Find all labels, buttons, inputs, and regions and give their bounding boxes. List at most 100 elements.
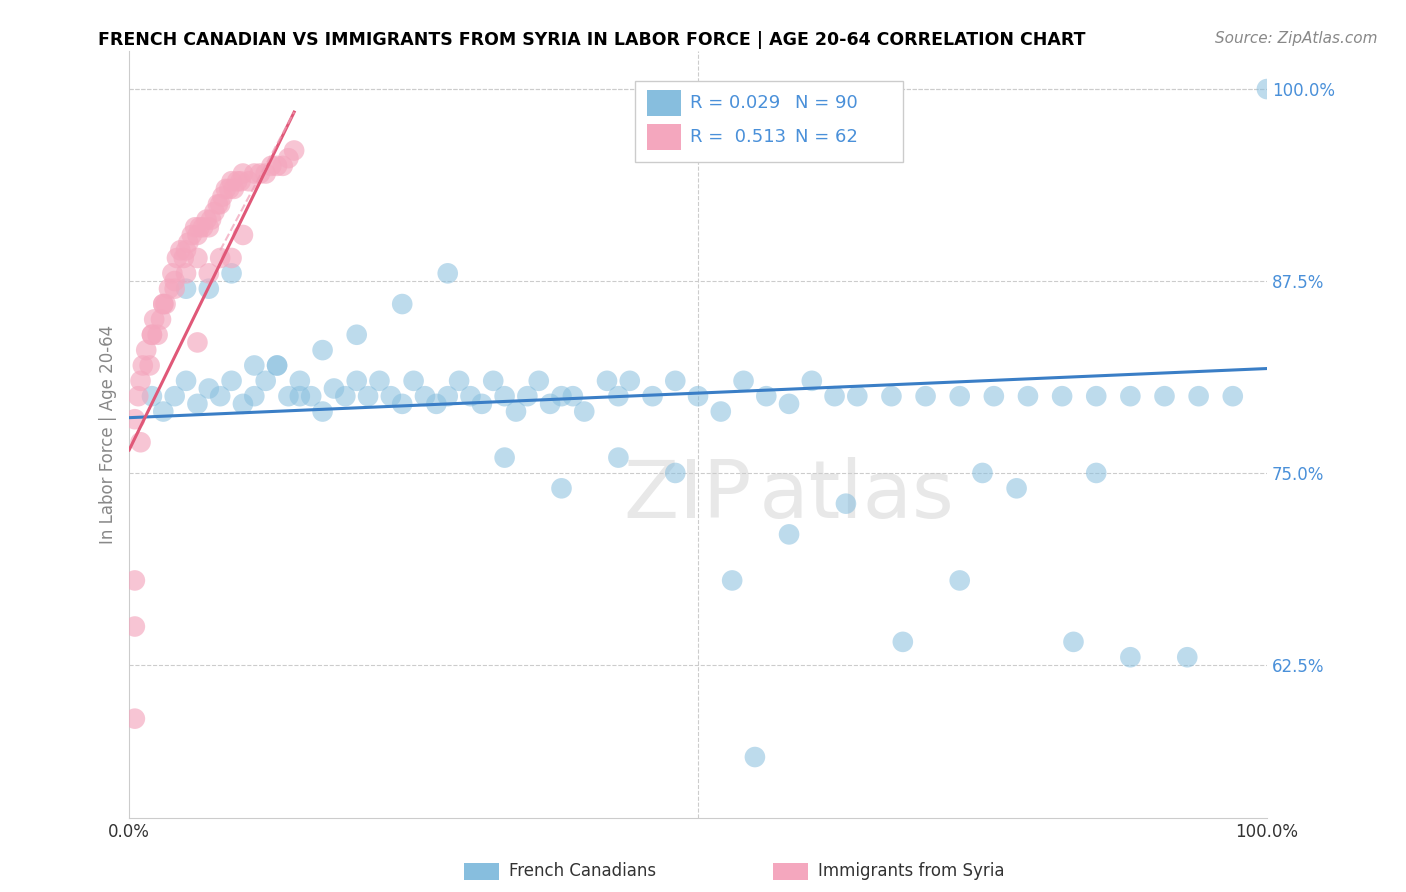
Point [299,389,322,403]
Text: French Canadians: French Canadians [509,863,657,880]
Point [266,359,288,373]
Point [368,374,391,388]
Point [733,374,755,388]
Point [346,327,368,342]
Point [271,159,294,173]
Point [243,167,266,181]
Text: N = 90: N = 90 [794,94,858,112]
Point [1188,389,1211,403]
Text: N = 62: N = 62 [794,128,858,146]
Point [198,220,221,235]
Point [755,389,778,403]
Point [191,220,214,235]
Point [846,389,869,403]
Point [218,182,240,196]
Point [1119,389,1142,403]
Point [380,389,402,403]
Point [209,389,232,403]
Point [664,466,686,480]
Point [346,374,368,388]
Point [143,312,166,326]
Point [1256,82,1278,96]
Point [232,167,254,181]
Point [288,389,311,403]
Point [157,282,180,296]
Point [800,374,823,388]
Point [778,397,800,411]
Point [129,435,152,450]
Point [494,389,516,403]
Point [174,244,197,258]
Point [229,174,252,188]
Point [561,389,583,403]
Point [949,574,972,588]
Point [221,251,243,265]
Point [619,374,641,388]
Point [174,266,197,280]
Point [335,389,357,403]
Point [173,251,195,265]
Text: Source: ZipAtlas.com: Source: ZipAtlas.com [1215,31,1378,46]
Point [260,159,283,173]
Point [357,389,380,403]
Point [471,397,494,411]
Point [150,312,173,326]
Point [184,220,207,235]
Point [162,266,184,280]
Point [221,266,243,280]
Point [402,374,425,388]
Point [238,174,260,188]
Point [221,374,243,388]
Text: Immigrants from Syria: Immigrants from Syria [818,863,1005,880]
Point [949,389,972,403]
Point [243,359,266,373]
Point [124,619,146,633]
Point [277,389,299,403]
Point [186,227,208,242]
Point [835,497,858,511]
Point [574,404,596,418]
Point [482,374,505,388]
Point [664,374,686,388]
Point [152,297,174,311]
Point [323,382,346,396]
Point [914,389,936,403]
Point [146,327,169,342]
Point [436,266,458,280]
Point [177,235,200,250]
Point [198,282,221,296]
Point [527,374,550,388]
Point [215,182,238,196]
Point [449,374,471,388]
Point [124,412,146,426]
Point [163,389,186,403]
Point [127,389,149,403]
Point [232,397,254,411]
Point [686,389,709,403]
Point [186,397,208,411]
Point [232,227,254,242]
Point [211,189,233,203]
Point [1063,635,1085,649]
Point [180,227,202,242]
Point [186,335,208,350]
Point [277,151,299,165]
Point [132,359,155,373]
Point [195,212,218,227]
Point [124,712,146,726]
Point [155,297,177,311]
Point [641,389,664,403]
Point [550,481,572,495]
Point [460,389,482,403]
Point [1153,389,1175,403]
Point [266,359,288,373]
Point [169,244,191,258]
Point [607,389,630,403]
Point [198,382,221,396]
Point [425,397,447,411]
Point [163,274,186,288]
Point [436,389,458,403]
Point [1005,481,1028,495]
Point [207,197,229,211]
Point [983,389,1005,403]
